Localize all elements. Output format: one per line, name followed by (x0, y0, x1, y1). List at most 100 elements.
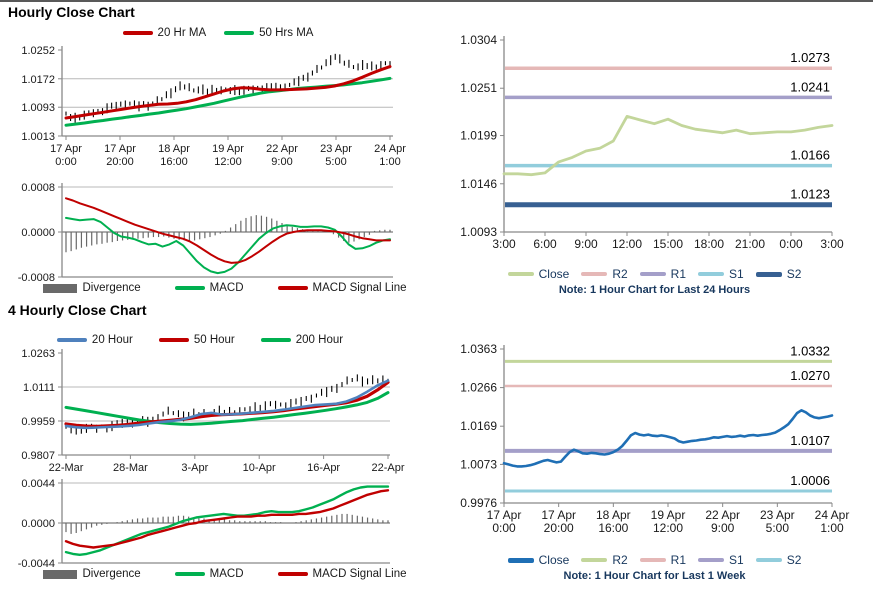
svg-text:0.0000: 0.0000 (21, 227, 55, 239)
line-swatch (755, 558, 782, 562)
svg-text:1.0199: 1.0199 (460, 129, 497, 143)
svg-text:23 Apr: 23 Apr (760, 508, 795, 522)
hourly-macd-chart: 0.0008 0.0000 -0.0008 (18, 182, 393, 282)
legend-label: MACD Signal Line (312, 282, 407, 294)
svg-text:1.0273: 1.0273 (790, 50, 830, 65)
legend-label: MACD Signal Line (312, 568, 407, 580)
svg-text:6:00: 6:00 (533, 237, 557, 251)
svg-text:12:00: 12:00 (653, 521, 683, 535)
svg-text:16-Apr: 16-Apr (307, 462, 340, 474)
line-swatch (158, 338, 189, 342)
svg-text:28-Mar: 28-Mar (113, 462, 148, 474)
svg-text:1.0251: 1.0251 (460, 81, 497, 95)
svg-text:19 Apr: 19 Apr (651, 508, 686, 522)
svg-text:9:00: 9:00 (711, 521, 735, 535)
line-swatch (639, 272, 666, 276)
legend-item: Divergence (43, 282, 141, 294)
four-hourly-close-chart-title: 4 Hourly Close Chart (8, 302, 147, 318)
svg-text:5:00: 5:00 (766, 521, 790, 535)
legend-label: MACD (209, 282, 244, 294)
legend-item: R2 (581, 553, 628, 567)
legend-label: S1 (729, 267, 744, 281)
svg-text:10-Apr: 10-Apr (243, 462, 276, 474)
svg-text:18 Apr: 18 Apr (158, 143, 190, 155)
line-swatch (174, 286, 205, 290)
svg-text:3-Apr: 3-Apr (181, 462, 208, 474)
svg-text:9:00: 9:00 (574, 237, 598, 251)
legend-label: S2 (786, 553, 802, 567)
svg-text:23 Apr: 23 Apr (320, 143, 352, 155)
svg-text:1.0304: 1.0304 (460, 33, 497, 47)
legend-item: S1 (698, 267, 744, 281)
legend-item: MACD (174, 568, 244, 580)
legend-item: R2 (581, 267, 628, 281)
legend-item: 20 Hour (56, 334, 133, 346)
svg-text:22 Apr: 22 Apr (705, 508, 740, 522)
legend-label: MACD (209, 568, 244, 580)
line-swatch (507, 557, 534, 563)
legend-label: Divergence (82, 568, 141, 580)
svg-text:1.0252: 1.0252 (21, 45, 55, 57)
svg-text:20:00: 20:00 (106, 156, 134, 168)
svg-text:1.0263: 1.0263 (21, 348, 55, 360)
legend-label: S2 (786, 267, 802, 281)
legend-item: S2 (755, 553, 802, 567)
legend-item: Close (507, 553, 570, 567)
legend-item: 20 Hr MA (122, 27, 206, 39)
line-swatch (755, 271, 782, 277)
line-swatch (174, 572, 205, 576)
svg-text:18 Apr: 18 Apr (596, 508, 631, 522)
legend-item: 200 Hour (260, 334, 343, 346)
svg-text:1:00: 1:00 (820, 521, 844, 535)
svg-text:20:00: 20:00 (544, 521, 574, 535)
svg-text:16:00: 16:00 (160, 156, 188, 168)
svg-text:3:00: 3:00 (820, 237, 844, 251)
svg-text:1.0006: 1.0006 (790, 473, 830, 488)
legend-label: R2 (612, 267, 628, 281)
svg-text:0.9959: 0.9959 (21, 416, 55, 428)
svg-text:0:00: 0:00 (492, 521, 516, 535)
legend-item: MACD Signal Line (277, 568, 407, 580)
svg-text:16:00: 16:00 (598, 521, 628, 535)
svg-text:24 Apr: 24 Apr (374, 143, 406, 155)
day-sr-legend: Close R2 R1 S1 S2 (436, 267, 873, 281)
svg-text:1.0169: 1.0169 (460, 419, 497, 433)
svg-text:1.0107: 1.0107 (790, 433, 830, 448)
svg-text:0.0000: 0.0000 (21, 518, 55, 530)
svg-text:0:00: 0:00 (779, 237, 803, 251)
legend-item: S1 (698, 553, 744, 567)
line-swatch (277, 286, 308, 290)
four-hourly-macd-chart: 0.0044 0.0000 -0.0044 (18, 478, 390, 568)
svg-text:17 Apr: 17 Apr (104, 143, 136, 155)
svg-text:-0.0044: -0.0044 (18, 558, 55, 568)
legend-item: MACD (174, 282, 244, 294)
svg-text:1.0166: 1.0166 (790, 148, 830, 163)
day-sr-note: Note: 1 Hour Chart for Last 24 Hours (558, 284, 751, 296)
legend-label: R1 (670, 553, 686, 567)
line-swatch (507, 272, 534, 276)
legend-item: 50 Hrs MA (224, 27, 313, 39)
hourly-macd-legend: Divergence MACD MACD Signal Line (30, 282, 420, 294)
svg-text:1.0073: 1.0073 (460, 457, 497, 471)
svg-text:5:00: 5:00 (325, 156, 346, 168)
hourly-close-chart-title: Hourly Close Chart (8, 4, 135, 20)
line-swatch (581, 272, 608, 276)
svg-text:0.0044: 0.0044 (21, 478, 55, 490)
line-swatch (224, 31, 255, 35)
legend-item: Divergence (43, 568, 141, 580)
svg-text:-0.0008: -0.0008 (18, 272, 55, 282)
line-swatch (277, 572, 308, 576)
svg-text:1.0093: 1.0093 (21, 102, 55, 114)
legend-label: 50 Hour (193, 334, 235, 346)
svg-text:1.0013: 1.0013 (21, 131, 55, 143)
svg-text:1.0270: 1.0270 (790, 368, 830, 383)
legend-label: R1 (670, 267, 686, 281)
legend-item: MACD Signal Line (277, 282, 407, 294)
legend-label: Close (538, 553, 570, 567)
bar-swatch (43, 283, 78, 293)
hourly-price-legend: 20 Hr MA 50 Hrs MA (0, 27, 436, 39)
svg-text:17 Apr: 17 Apr (487, 508, 522, 522)
